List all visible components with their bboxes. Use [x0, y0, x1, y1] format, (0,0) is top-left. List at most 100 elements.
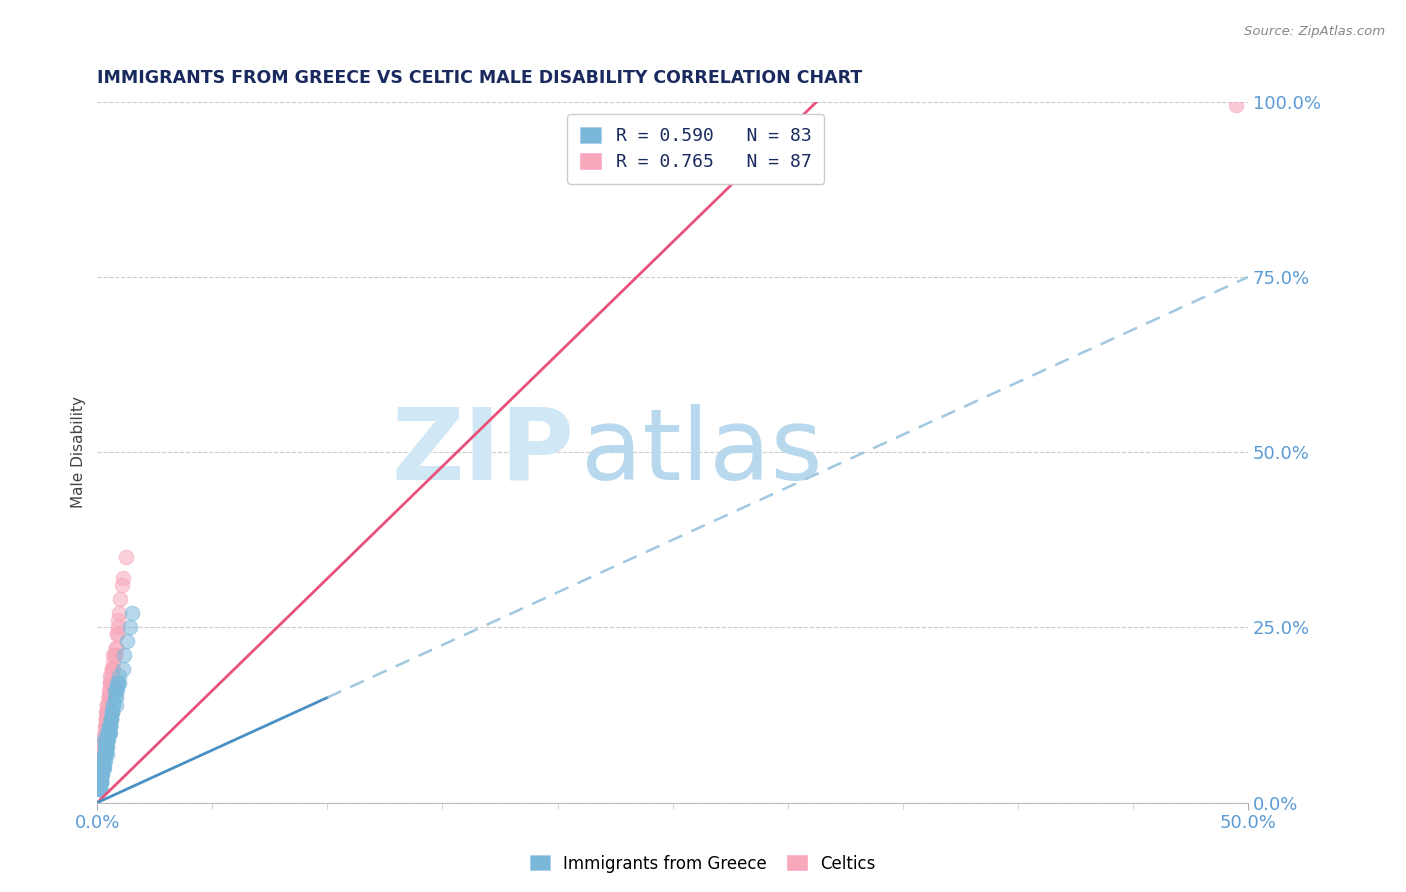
Point — [97, 683, 120, 698]
Point — [94, 712, 117, 726]
Point — [91, 754, 114, 768]
Point — [107, 676, 129, 690]
Point — [93, 739, 115, 754]
Point — [96, 732, 118, 747]
Point — [89, 774, 111, 789]
Point — [91, 754, 114, 768]
Point — [93, 747, 115, 761]
Point — [104, 698, 127, 712]
Point — [117, 634, 139, 648]
Point — [93, 739, 115, 754]
Point — [89, 754, 111, 768]
Point — [112, 648, 135, 663]
Point — [100, 669, 122, 683]
Point — [101, 705, 124, 719]
Point — [96, 705, 118, 719]
Point — [96, 732, 118, 747]
Point — [94, 739, 117, 754]
Point — [100, 676, 122, 690]
Point — [107, 614, 129, 628]
Point — [97, 690, 120, 705]
Point — [90, 767, 112, 781]
Point — [91, 754, 114, 768]
Point — [96, 698, 118, 712]
Point — [121, 607, 143, 621]
Point — [89, 774, 111, 789]
Point — [93, 747, 115, 761]
Point — [97, 690, 120, 705]
Point — [94, 739, 117, 754]
Point — [110, 592, 132, 607]
Point — [108, 669, 131, 683]
Point — [104, 690, 127, 705]
Point — [104, 648, 127, 663]
Point — [98, 669, 121, 683]
Point — [93, 747, 115, 761]
Point — [104, 683, 127, 698]
Point — [93, 754, 115, 768]
Point — [103, 663, 125, 677]
Point — [104, 641, 127, 656]
Point — [96, 725, 118, 739]
Point — [91, 760, 114, 774]
Point — [94, 739, 117, 754]
Point — [96, 732, 118, 747]
Point — [97, 732, 120, 747]
Point — [111, 571, 134, 585]
Point — [94, 739, 117, 754]
Point — [93, 732, 115, 747]
Point — [104, 690, 127, 705]
Point — [91, 760, 114, 774]
Point — [90, 767, 112, 781]
Point — [103, 698, 125, 712]
Point — [93, 732, 115, 747]
Point — [96, 705, 118, 719]
Point — [97, 725, 120, 739]
Point — [107, 620, 129, 634]
Y-axis label: Male Disability: Male Disability — [72, 396, 86, 508]
Point — [96, 747, 118, 761]
Point — [1225, 98, 1247, 112]
Point — [90, 760, 112, 774]
Point — [93, 725, 115, 739]
Point — [90, 767, 112, 781]
Point — [91, 760, 114, 774]
Point — [89, 781, 111, 796]
Point — [93, 732, 115, 747]
Point — [90, 767, 112, 781]
Point — [93, 747, 115, 761]
Point — [91, 754, 114, 768]
Point — [94, 712, 117, 726]
Point — [98, 676, 121, 690]
Point — [93, 739, 115, 754]
Point — [93, 747, 115, 761]
Point — [101, 705, 124, 719]
Point — [101, 663, 124, 677]
Point — [89, 781, 111, 796]
Point — [97, 690, 120, 705]
Point — [96, 705, 118, 719]
Text: ZIP: ZIP — [392, 404, 575, 500]
Point — [97, 698, 120, 712]
Legend: Immigrants from Greece, Celtics: Immigrants from Greece, Celtics — [523, 848, 883, 880]
Point — [96, 739, 118, 754]
Point — [91, 760, 114, 774]
Point — [111, 663, 134, 677]
Point — [94, 739, 117, 754]
Text: IMMIGRANTS FROM GREECE VS CELTIC MALE DISABILITY CORRELATION CHART: IMMIGRANTS FROM GREECE VS CELTIC MALE DI… — [97, 69, 863, 87]
Point — [105, 627, 128, 641]
Point — [97, 690, 120, 705]
Point — [108, 676, 131, 690]
Point — [90, 774, 112, 789]
Point — [101, 705, 124, 719]
Point — [97, 725, 120, 739]
Point — [93, 739, 115, 754]
Point — [90, 767, 112, 781]
Point — [90, 774, 112, 789]
Point — [100, 676, 122, 690]
Point — [98, 718, 121, 732]
Point — [90, 774, 112, 789]
Point — [96, 705, 118, 719]
Point — [100, 712, 122, 726]
Point — [93, 725, 115, 739]
